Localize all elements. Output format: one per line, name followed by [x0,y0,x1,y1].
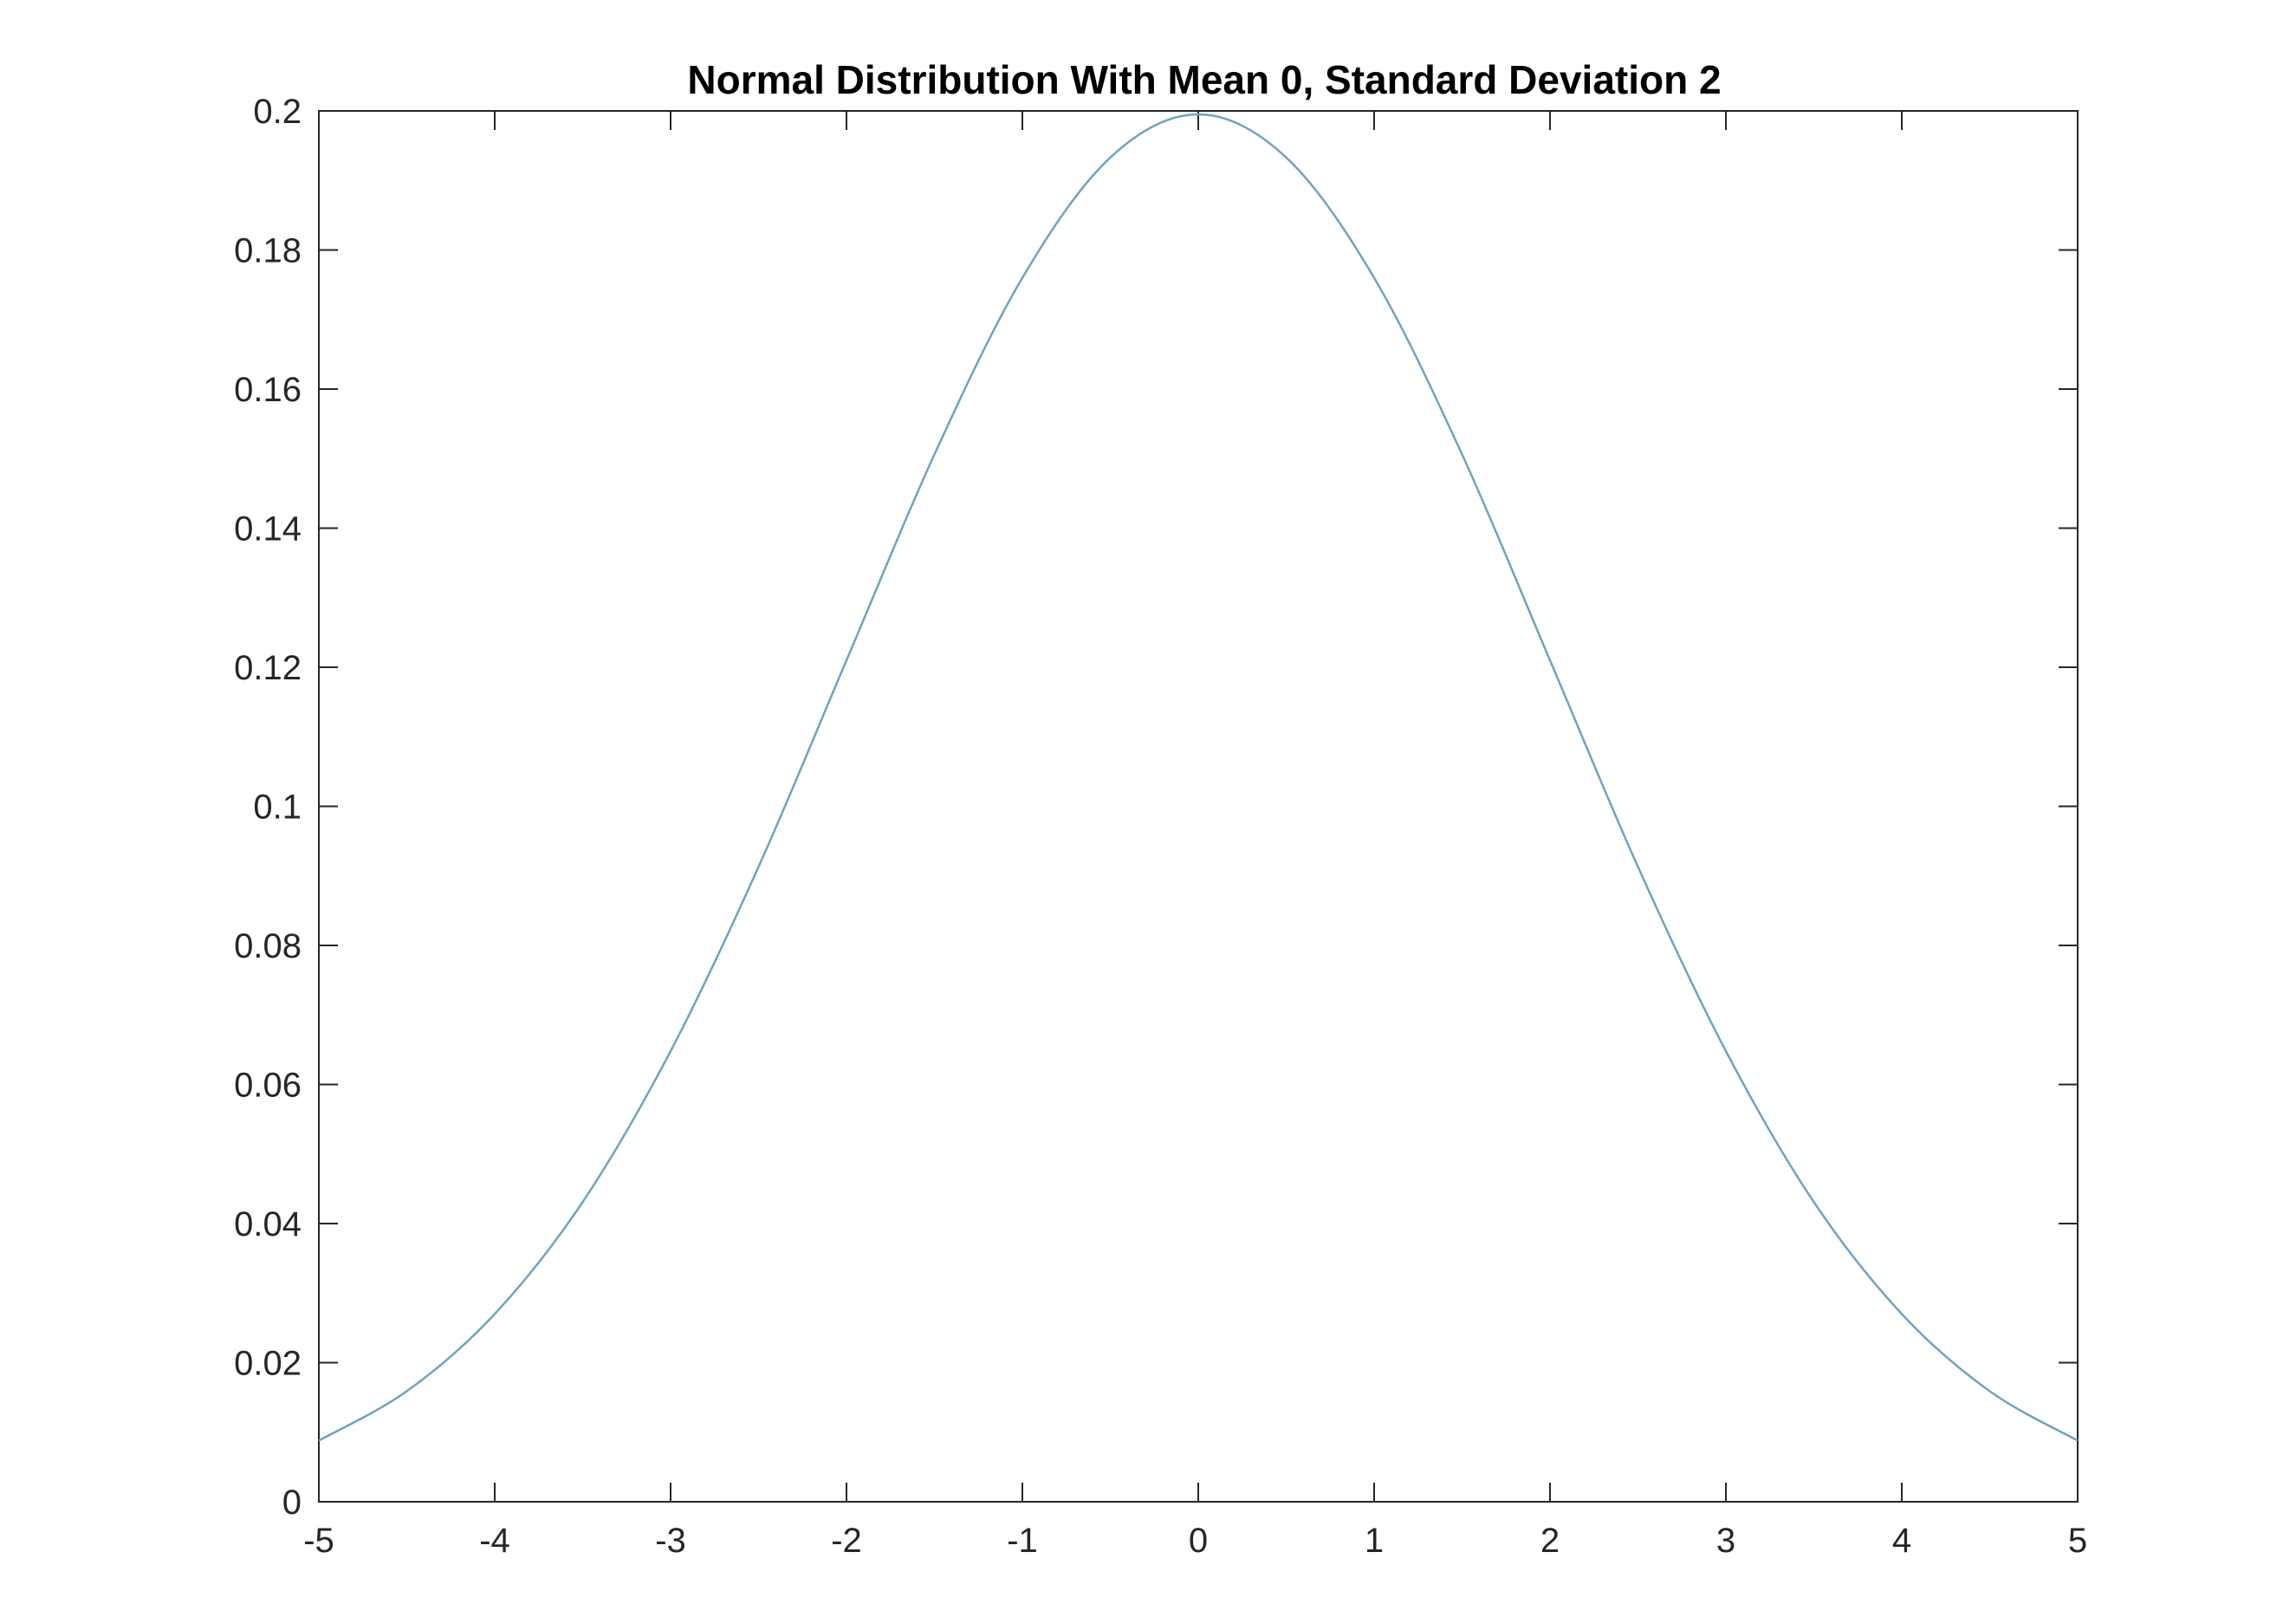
y-tick-label: 0.04 [234,1205,302,1244]
y-tick-label: 0.14 [234,510,302,549]
y-tick-label: 0.06 [234,1067,302,1105]
x-tick-label: 2 [1540,1522,1560,1560]
chart-title: Normal Distribution With Mean 0, Standar… [687,57,1721,102]
x-tick-label: 4 [1892,1522,1911,1560]
x-tick-label: -5 [303,1522,334,1560]
x-tick-label: 0 [1189,1522,1208,1560]
y-tick-label: 0.12 [234,649,302,687]
plot-area [318,113,2079,1442]
y-tick-label: 0.16 [234,371,302,409]
y-tick-label: 0 [282,1484,302,1522]
x-tick-label: -2 [831,1522,862,1560]
x-tick-label: -3 [655,1522,686,1560]
y-tick-label: 0.08 [234,927,302,965]
x-tick-label: 3 [1716,1522,1735,1560]
y-tick-label: 0.18 [234,232,302,270]
y-tick-label: 0.2 [253,93,302,131]
series-line [318,113,2079,1442]
x-tick-label: -1 [1007,1522,1038,1560]
x-tick-label: -4 [479,1522,510,1560]
x-tick-label: 5 [2068,1522,2087,1560]
y-tick-label: 0.02 [234,1345,302,1383]
axes: -5 -4 -3 -2 -1 0 1 2 3 4 5 0 0.02 0.04 0.06 0.08 0.1 0.12… [234,93,2087,1560]
x-tick-label: 1 [1365,1522,1384,1560]
y-tick-label: 0.1 [253,789,302,827]
